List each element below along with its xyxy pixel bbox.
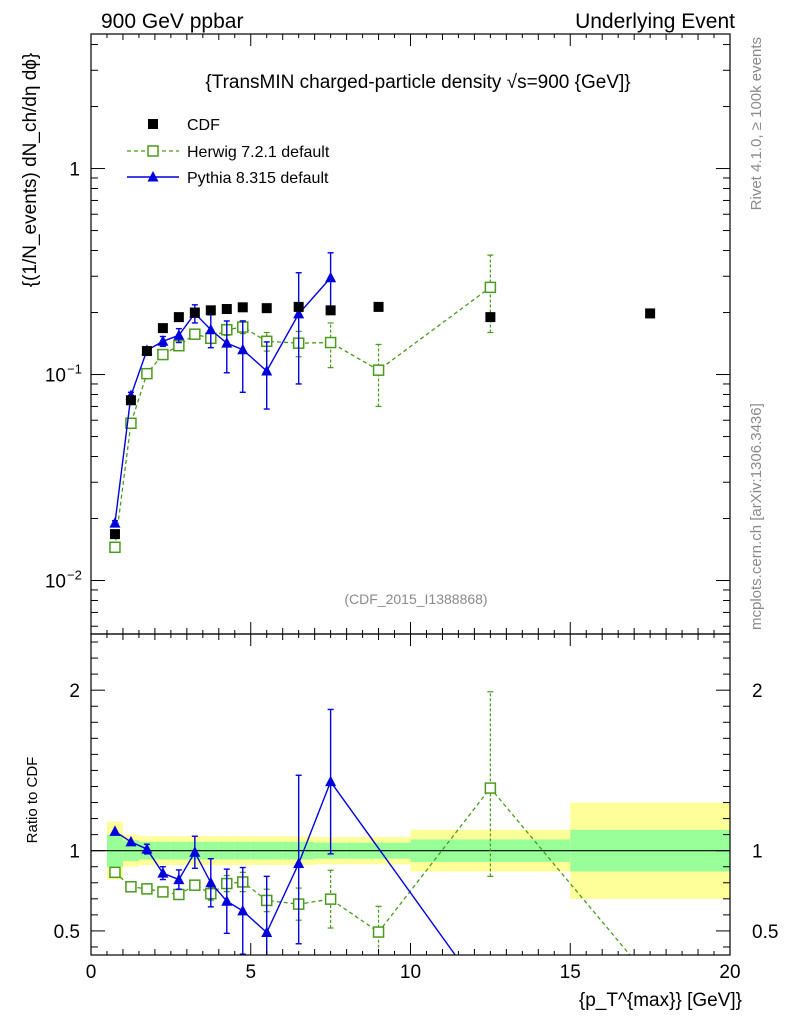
pythia-ratio-point — [109, 825, 121, 836]
cdf-point — [373, 301, 384, 312]
pythia-point — [325, 271, 337, 283]
pythia-ratio-point — [237, 904, 249, 916]
pythia-point — [237, 343, 249, 355]
ratio-y-tick-label: 1 — [69, 842, 80, 863]
pythia-point — [173, 329, 185, 340]
cdf-point — [645, 308, 656, 319]
herwig-ratio-point — [173, 888, 185, 901]
x-tick-label: 0 — [86, 962, 97, 983]
herwig-ratio-point — [484, 782, 497, 794]
legend-label: Pythia 8.315 default — [187, 170, 329, 187]
pythia-ratio-point — [125, 835, 137, 847]
herwig-point — [125, 417, 137, 430]
pythia-point — [109, 517, 121, 528]
pythia-point — [261, 365, 273, 376]
ratio-plot-area — [91, 691, 730, 955]
pythia-ratio-point — [325, 775, 337, 787]
herwig-point — [372, 364, 385, 376]
herwig-ratio-point — [189, 879, 201, 891]
pythia-ratio-point — [189, 846, 201, 857]
header-right: Underlying Event — [575, 10, 735, 33]
herwig-ratio-point — [141, 883, 153, 895]
herwig-point — [189, 328, 201, 340]
ratio-y-tick-label-right: 2 — [752, 681, 763, 702]
main-panel: 110−110−2 {TransMIN charged-particle den… — [20, 33, 731, 635]
x-axis-label: {p_T^{max}} [GeV]} — [579, 990, 742, 1011]
ratio-axes: 0 5 10 15 20 0.5 0.5 1 1 2 2 — [54, 634, 778, 983]
cdf-point — [205, 305, 216, 316]
x-tick-label: 15 — [560, 962, 581, 983]
cdf-point — [125, 395, 136, 406]
analysis-label: (CDF_2015_I1388868) — [344, 591, 487, 607]
cdf-point — [293, 301, 304, 312]
x-tick-label: 5 — [245, 962, 256, 983]
legend-marker-cdf — [148, 119, 158, 129]
ratio-y-tick-label-right: 1 — [752, 842, 763, 863]
x-tick-label: 10 — [400, 962, 421, 983]
cdf-point — [189, 307, 200, 318]
ratio-series-group — [109, 691, 631, 955]
pythia-ratio-point — [157, 867, 169, 878]
ratio-frame — [90, 633, 731, 956]
side-text-bottom: mcplots.cern.ch [arXiv:1306.3436] — [748, 403, 765, 630]
pythia-point — [157, 335, 169, 346]
legend-marker-pythia — [147, 171, 159, 182]
herwig-point — [157, 348, 169, 361]
main-axes: 110−110−2 — [45, 34, 731, 634]
pythia-ratio-point — [173, 873, 185, 885]
pythia-ratio-point — [141, 843, 153, 854]
herwig-ratio-point — [372, 926, 385, 938]
ratio-y-tick-label: 0.5 — [54, 922, 80, 943]
herwig-ratio-point — [109, 866, 121, 879]
legend-marker-herwig — [147, 145, 159, 157]
herwig-ratio-point — [125, 881, 137, 893]
side-text-top: Rivet 4.1.0, ≥ 100k events — [748, 37, 765, 210]
pythia-ratio-point — [221, 895, 233, 906]
cdf-point — [173, 312, 184, 323]
pythia-ratio-point — [261, 926, 273, 938]
herwig-ratio-point — [324, 893, 337, 905]
herwig-point — [141, 367, 153, 380]
ratio-panel: 0 5 10 15 20 0.5 0.5 1 1 2 2 Ratio to CDF {p_T^{ma… — [24, 633, 778, 1011]
legend: CDF Herwig 7.2.1 default Pythia 8.315 defa… — [127, 117, 330, 187]
pythia-point — [293, 307, 305, 319]
y-tick-label-exponent: −2 — [67, 568, 82, 583]
cdf-point — [109, 529, 120, 540]
pythia-point — [205, 323, 217, 335]
cdf-point — [237, 302, 248, 313]
y-tick-label: 10 — [45, 572, 66, 593]
ratio-y-tick-label: 2 — [69, 681, 80, 702]
legend-label: CDF — [187, 117, 220, 134]
pythia-ratio-point — [293, 857, 305, 869]
cdf-point — [141, 346, 152, 357]
cdf-point — [157, 323, 168, 334]
ratio-y-tick-label-right: 0.5 — [752, 922, 778, 943]
chart-title: {TransMIN charged-particle density √s=90… — [205, 72, 630, 93]
ratio-ylabel: Ratio to CDF — [24, 757, 41, 844]
herwig-line — [114, 286, 491, 548]
herwig-point — [324, 336, 337, 349]
cdf-point — [325, 305, 336, 316]
main-plot-area — [109, 252, 656, 554]
cdf-point — [485, 312, 496, 323]
herwig-ratio-point — [157, 886, 169, 898]
herwig-point — [484, 281, 497, 294]
x-tick-label: 20 — [719, 962, 740, 983]
y-tick-label: 10 — [45, 366, 66, 387]
header-left: 900 GeV ppbar — [101, 10, 243, 33]
pythia-line — [114, 277, 332, 524]
y-tick-label-exponent: −1 — [67, 362, 82, 377]
cdf-point — [221, 304, 232, 315]
cdf-point — [261, 303, 272, 314]
legend-label: Herwig 7.2.1 default — [187, 144, 330, 161]
pythia-ratio-point — [205, 876, 217, 888]
pythia-ratio-line — [114, 780, 456, 955]
herwig-point — [109, 541, 121, 554]
main-ylabel: {(1/N_events) dN_ch/dη dϕ} — [20, 53, 41, 288]
pythia-point — [221, 337, 233, 348]
y-tick-label: 1 — [69, 160, 80, 181]
